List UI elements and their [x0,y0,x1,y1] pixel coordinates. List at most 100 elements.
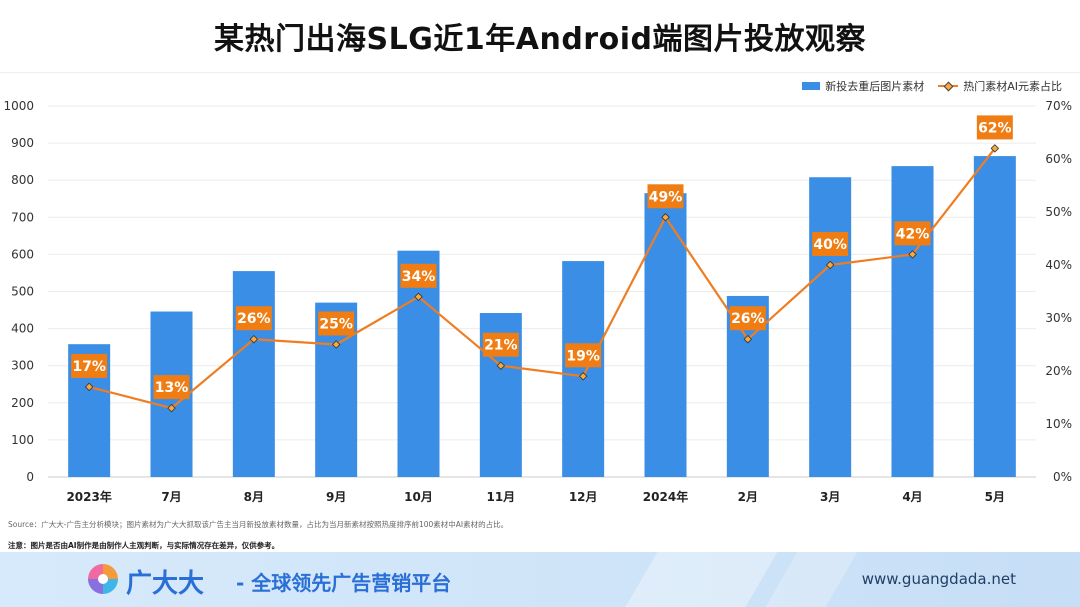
data-label: 13% [153,375,190,400]
legend-line-swatch [938,81,959,92]
category-tick-label: 12月 [569,490,598,504]
category-tick-label: 4月 [902,490,922,504]
bar [973,156,1016,477]
left-axis-tick-label: 300 [11,359,34,373]
data-label: 34% [400,263,437,288]
data-label-box [565,343,602,368]
data-label-box [318,311,355,336]
category-tick-label: 3月 [820,490,840,504]
bar [809,177,852,477]
grid-lines [48,105,1036,478]
category-tick-label: 2月 [738,490,758,504]
guangdada-logo-icon [88,564,118,594]
line-point-marker [990,144,1000,153]
chart-title: 某热门出海SLG近1年Android端图片投放观察 [214,22,866,57]
data-label-text: 13% [155,380,189,396]
left-axis-tick-label: 200 [11,396,34,410]
website-link[interactable]: www.guangdada.net [861,570,1016,588]
left-axis-tick-label: 1000 [3,99,34,113]
left-axis-tick-label: 0 [26,470,34,484]
left-axis-tick-label: 400 [11,322,34,336]
bar-series [68,156,1016,478]
combo-chart: 17% 13% 26% 25% 34% 21% 19% 49% 26% 40% 42% 62% 0 10… [3,99,1072,504]
disclaimer-note: 注意：图片是否由AI制作是由制作人主观判断，与实际情况存在差异，仅供参考。 [8,541,280,550]
line-point-marker [578,372,588,381]
line-point-marker [167,403,176,413]
data-label: 26% [235,306,272,331]
data-label-text: 26% [237,311,271,327]
data-label-text: 17% [72,359,106,375]
data-label-box [812,232,849,256]
bar [891,166,934,478]
data-label-text: 26% [731,311,765,327]
data-label: 21% [482,332,519,357]
data-label: 62% [976,115,1013,140]
line-point-marker [84,382,94,392]
right-axis-tick-label: 30% [1045,311,1072,325]
data-label: 42% [894,221,931,246]
data-label: 17% [71,353,108,378]
legend-bar-swatch [802,82,821,90]
bar [644,193,687,477]
right-axis-tick-label: 20% [1045,364,1072,378]
line-point-marker [249,334,259,344]
data-label-text: 40% [813,237,847,253]
category-tick-label: 8月 [244,490,264,504]
footer-banner: 广大大 - 全球领先广告营销平台 www.guangdada.net [0,552,1080,607]
category-tick-label: 5月 [985,490,1005,504]
left-axis-tick-label: 800 [11,173,34,187]
data-label-text: 42% [896,226,930,242]
data-label-box [482,332,519,357]
data-label-text: 34% [402,269,436,285]
source-note: Source：广大大-广告主分析模块；图片素材为广大大抓取该广告主当月新投放素材… [8,520,509,529]
left-axis-tick-label: 600 [11,247,34,261]
data-label-box [235,306,272,331]
axis-labels: 0 100 200 300 400 500 600 700 800 900 1000 0% 10% 20%… [3,99,1072,504]
line-point-marker [908,250,917,259]
line-point-marker [825,260,835,270]
legend-bar-label: 新投去重后图片素材 [825,80,925,93]
data-label: 49% [647,184,684,209]
category-tick-label: 2024年 [643,489,688,504]
left-axis-tick-label: 900 [11,136,34,150]
right-axis-tick-label: 10% [1045,417,1072,431]
data-labels: 17% 13% 26% 25% 34% 21% 19% 49% 26% 40% 42% 62% [71,115,1013,400]
data-label-box [400,263,437,288]
data-label-box [647,184,684,209]
data-label-text: 62% [978,120,1012,136]
data-label-text: 49% [649,189,683,205]
line-point-marker [496,361,506,370]
data-label-text: 25% [319,317,353,333]
data-label: 40% [812,232,849,256]
legend-item-bars: 新投去重后图片素材 [802,78,924,94]
bar [232,271,275,477]
data-label: 25% [318,311,355,336]
bar [397,250,440,477]
line-point-marker [743,334,753,344]
ai-share-line [88,147,996,410]
line-point-marker [414,292,423,302]
line-point-marker [331,340,341,349]
line-series [84,144,1000,413]
data-label-box [71,353,108,378]
right-axis-tick-label: 70% [1045,99,1072,113]
brand-name: 广大大 [126,569,205,599]
data-label: 19% [565,343,602,368]
legend-line-label: 热门素材AI元素占比 [963,80,1062,93]
left-axis-tick-label: 500 [11,285,34,299]
category-tick-label: 2023年 [66,489,111,504]
chart-legend: 新投去重后图片素材 热门素材AI元素占比 [788,78,1062,94]
category-tick-label: 11月 [486,490,515,504]
left-axis-tick-label: 100 [11,433,34,447]
right-axis-tick-label: 0% [1053,470,1072,484]
data-label-text: 19% [566,348,600,364]
brand-slogan: - 全球领先广告营销平台 [236,571,452,595]
legend-item-line: 热门素材AI元素占比 [938,78,1062,94]
category-tick-label: 9月 [326,490,346,504]
data-label-box [894,221,931,246]
category-tick-label: 7月 [161,490,181,504]
title-divider [0,72,1080,73]
right-axis-tick-label: 40% [1045,258,1072,272]
line-point-marker [661,213,670,222]
left-axis-tick-label: 700 [11,210,34,224]
